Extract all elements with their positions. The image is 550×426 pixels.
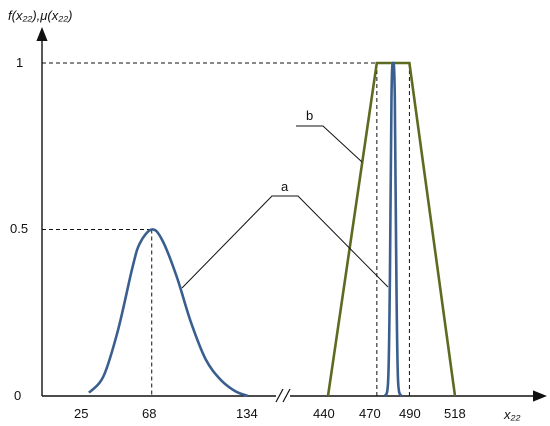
x-tick-label-518: 518 <box>444 406 466 421</box>
y-axis-label: f(x₂₂),μ(x₂₂) <box>8 8 73 23</box>
axis-break-icon <box>275 388 291 403</box>
x-tick-label-25: 25 <box>74 406 88 421</box>
series-a2-curve <box>383 61 403 397</box>
x-tick-label-440: 440 <box>313 406 335 421</box>
x-axis-label: x₂₂ <box>503 407 520 422</box>
x-tick-label-490: 490 <box>399 406 421 421</box>
x-tick-label-470: 470 <box>359 406 381 421</box>
annotation-a-leaders <box>181 195 389 289</box>
y-tick-label-0: 0 <box>14 388 21 403</box>
annotation-b-leader <box>296 125 363 163</box>
annotation-a-label: a <box>281 179 289 194</box>
y-tick-label-1: 1 <box>16 55 23 70</box>
x-tick-label-68: 68 <box>142 406 156 421</box>
y-tick-label-0.5: 0.5 <box>10 221 28 236</box>
annotation-b-label: b <box>306 108 313 123</box>
guide-lines <box>42 62 410 396</box>
x-tick-label-134: 134 <box>236 406 258 421</box>
series-a-curve <box>88 228 249 398</box>
